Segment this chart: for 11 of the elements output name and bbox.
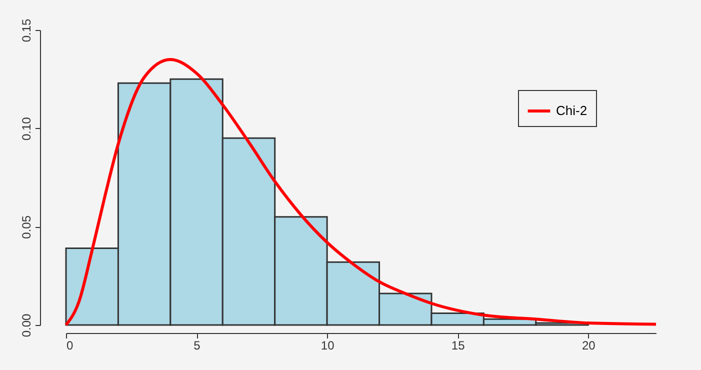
x-tick-label: 15 bbox=[451, 338, 466, 352]
y-tick-label: 0.00 bbox=[20, 314, 34, 338]
y-tick-label: 0.10 bbox=[20, 116, 34, 141]
line-series bbox=[64, 58, 658, 326]
y-tick-label: 0.05 bbox=[20, 215, 34, 239]
x-tick-label: 0 bbox=[66, 338, 74, 352]
y-tick-label: 0.15 bbox=[20, 18, 34, 42]
x-tick-label: 10 bbox=[320, 338, 335, 352]
x-tick-label: 5 bbox=[194, 338, 201, 352]
x-tick-label: 20 bbox=[582, 338, 596, 352]
legend-label: Chi-2 bbox=[556, 103, 588, 118]
